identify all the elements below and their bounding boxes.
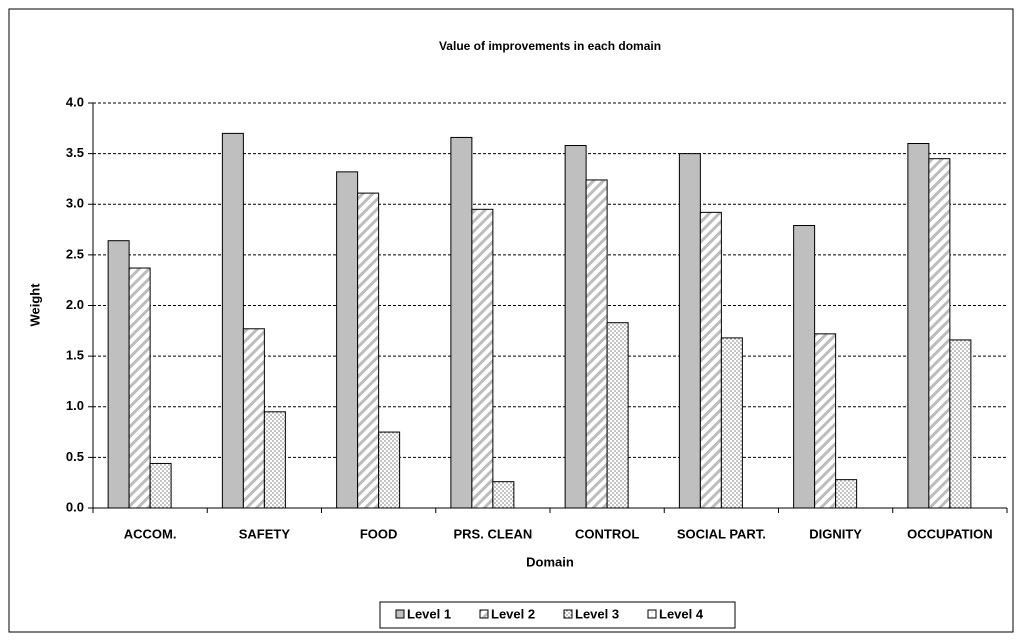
bar [149, 462, 172, 509]
y-tick-label: 1.0 [66, 398, 84, 413]
bar [471, 208, 494, 509]
bar [336, 171, 359, 509]
bar [357, 192, 380, 509]
legend-box [379, 601, 736, 629]
bar [949, 339, 972, 509]
y-tick-label: 0.0 [66, 499, 84, 514]
legend-swatch [563, 609, 573, 619]
bar [678, 153, 701, 509]
x-axis-label: Domain [526, 554, 574, 569]
x-tick-label: SOCIAL PART. [677, 526, 766, 541]
bar [221, 132, 244, 509]
legend-swatch [647, 609, 657, 619]
chart-frame [8, 8, 1014, 633]
x-tick-label: FOOD [360, 526, 398, 541]
x-tick-label: OCCUPATION [907, 526, 992, 541]
x-tick-label: ACCOM. [124, 526, 177, 541]
legend-label: Level 3 [575, 606, 619, 621]
x-tick-label: PRS. CLEAN [454, 526, 533, 541]
bar [585, 179, 608, 509]
y-tick-label: 0.5 [66, 449, 84, 464]
bar [128, 267, 151, 509]
y-tick-label: 3.5 [66, 145, 84, 160]
bar [835, 479, 858, 509]
bar [928, 158, 951, 509]
chart-title: Value of improvements in each domain [439, 39, 661, 53]
bar [107, 240, 130, 509]
bar [606, 322, 629, 509]
legend-label: Level 4 [659, 606, 704, 621]
bar [814, 333, 837, 509]
legend-swatch [395, 609, 405, 619]
x-tick-label: DIGNITY [809, 526, 862, 541]
bar [450, 136, 473, 509]
bar [378, 431, 401, 509]
bar [564, 145, 587, 509]
legend-label: Level 2 [491, 606, 535, 621]
bar [242, 328, 265, 509]
bar [793, 225, 816, 509]
y-tick-label: 2.0 [66, 297, 84, 312]
y-axis-label: Weight [27, 283, 42, 327]
y-tick-label: 2.5 [66, 246, 84, 261]
bar [720, 337, 743, 509]
y-tick-label: 4.0 [66, 94, 84, 109]
y-tick-label: 3.0 [66, 196, 84, 211]
bar [907, 143, 930, 509]
legend-swatch [479, 609, 489, 619]
bar [263, 411, 286, 509]
x-tick-label: CONTROL [575, 526, 639, 541]
bar [699, 211, 722, 509]
bar [492, 481, 515, 509]
y-tick-label: 1.5 [66, 348, 84, 363]
legend-label: Level 1 [407, 606, 451, 621]
x-tick-label: SAFETY [239, 526, 291, 541]
